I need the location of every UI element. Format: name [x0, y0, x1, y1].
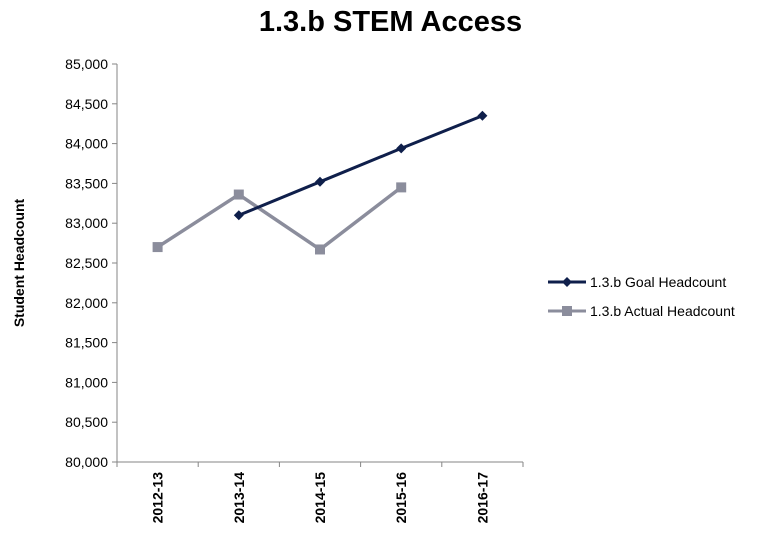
- data-point: [396, 182, 407, 193]
- data-point: [477, 110, 488, 121]
- data-point: [152, 242, 163, 253]
- data-point: [315, 176, 325, 187]
- y-tick-label: 84,500: [65, 96, 108, 112]
- data-point: [396, 143, 407, 154]
- axes: 80,000 80,500 81,000 81,500 82,000 82,500 83,0…: [11, 56, 524, 524]
- y-tick-label: 82,500: [65, 255, 108, 271]
- y-tick-label: 83,000: [65, 215, 108, 231]
- legend: 1.3.b Goal Headcount 1.3.b Actual Headcou…: [548, 274, 735, 319]
- legend-marker: [562, 277, 572, 287]
- y-tick-label: 83,500: [65, 175, 108, 191]
- series-line: [156, 185, 403, 252]
- data-point: [233, 210, 244, 221]
- y-tick-label: 85,000: [65, 56, 108, 72]
- data-point: [315, 244, 325, 255]
- y-axis-title: Student Headcount: [11, 199, 27, 328]
- x-tick-label: 2015-16: [393, 472, 409, 524]
- x-tick-label: 2013-14: [231, 472, 247, 524]
- x-tick-label: 2014-15: [312, 472, 328, 524]
- x-tick-label: 2012-13: [150, 472, 166, 524]
- legend-item: 1.3.b Actual Headcount: [548, 303, 735, 319]
- legend-marker: [562, 306, 572, 316]
- y-tick-label: 82,000: [65, 295, 108, 311]
- chart-title: 1.3.b STEM Access: [258, 6, 523, 38]
- x-tick-label: 2016-17: [474, 472, 490, 524]
- series-line: [238, 114, 483, 217]
- y-tick-label: 81,500: [65, 335, 108, 351]
- series-layer: [152, 110, 488, 255]
- y-tick-label: 80,000: [65, 454, 108, 470]
- data-point: [233, 189, 244, 200]
- series-goal: [233, 110, 488, 221]
- legend-label: 1.3.b Actual Headcount: [590, 303, 735, 319]
- y-tick-label: 80,500: [65, 414, 108, 430]
- legend-item: 1.3.b Goal Headcount: [548, 274, 726, 290]
- series-actual: [152, 182, 407, 255]
- y-tick-label: 81,000: [65, 374, 108, 390]
- y-tick-label: 84,000: [65, 136, 108, 152]
- legend-label: 1.3.b Goal Headcount: [590, 274, 726, 290]
